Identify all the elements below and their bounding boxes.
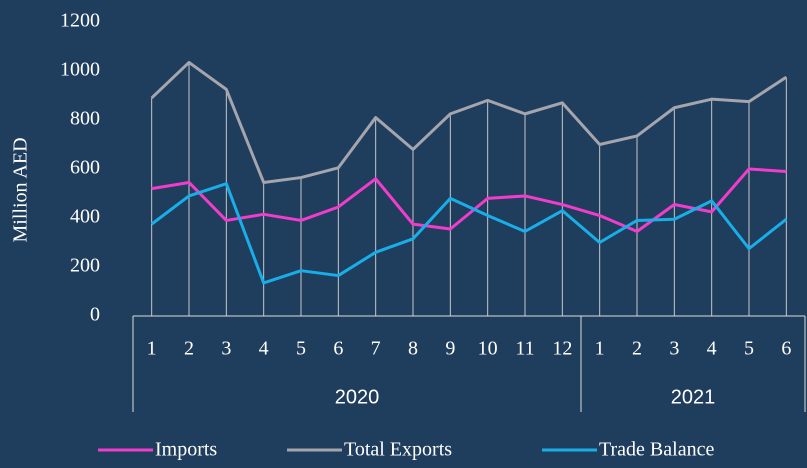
x-tick-label: 1 — [147, 338, 157, 360]
x-tick-label: 7 — [371, 338, 381, 360]
series-line — [150, 60, 788, 184]
y-tick-label: 1000 — [60, 59, 100, 81]
x-tick-label: 1 — [595, 338, 605, 360]
x-tick-label: 6 — [781, 338, 791, 360]
x-tick-label: 12 — [552, 338, 572, 360]
legend-label: Imports — [155, 439, 217, 461]
x-tick-label: 8 — [408, 338, 418, 360]
y-tick-label: 1200 — [60, 10, 100, 32]
x-tick-label: 5 — [296, 338, 306, 360]
group-label: 2020 — [335, 386, 380, 408]
x-tick-label: 2 — [632, 338, 642, 360]
legend-label: Total Exports — [344, 439, 452, 461]
x-tick-label: 4 — [259, 338, 269, 360]
x-tick-label: 5 — [744, 338, 754, 360]
y-tick-label: 400 — [70, 206, 100, 228]
x-tick-label: 6 — [333, 338, 343, 360]
y-tick-label: 200 — [70, 255, 100, 277]
group-label: 2021 — [671, 386, 716, 408]
series-line — [151, 167, 787, 233]
x-tick-label: 3 — [221, 338, 231, 360]
x-tick-label: 2 — [184, 338, 194, 360]
x-tick-label: 4 — [707, 338, 717, 360]
x-tick-label: 11 — [515, 338, 534, 360]
y-tick-label: 0 — [90, 304, 100, 326]
x-tick-label: 3 — [669, 338, 679, 360]
y-tick-label: 600 — [70, 157, 100, 179]
x-tick-label: 10 — [478, 338, 498, 360]
legend-label: Trade Balance — [599, 439, 714, 461]
y-tick-label: 800 — [70, 108, 100, 130]
x-tick-label: 9 — [445, 338, 455, 360]
series-line — [150, 182, 788, 285]
y-axis-label: Million AED — [10, 137, 32, 242]
